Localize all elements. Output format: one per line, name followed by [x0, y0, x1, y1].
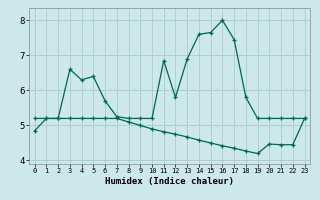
X-axis label: Humidex (Indice chaleur): Humidex (Indice chaleur) — [105, 177, 234, 186]
